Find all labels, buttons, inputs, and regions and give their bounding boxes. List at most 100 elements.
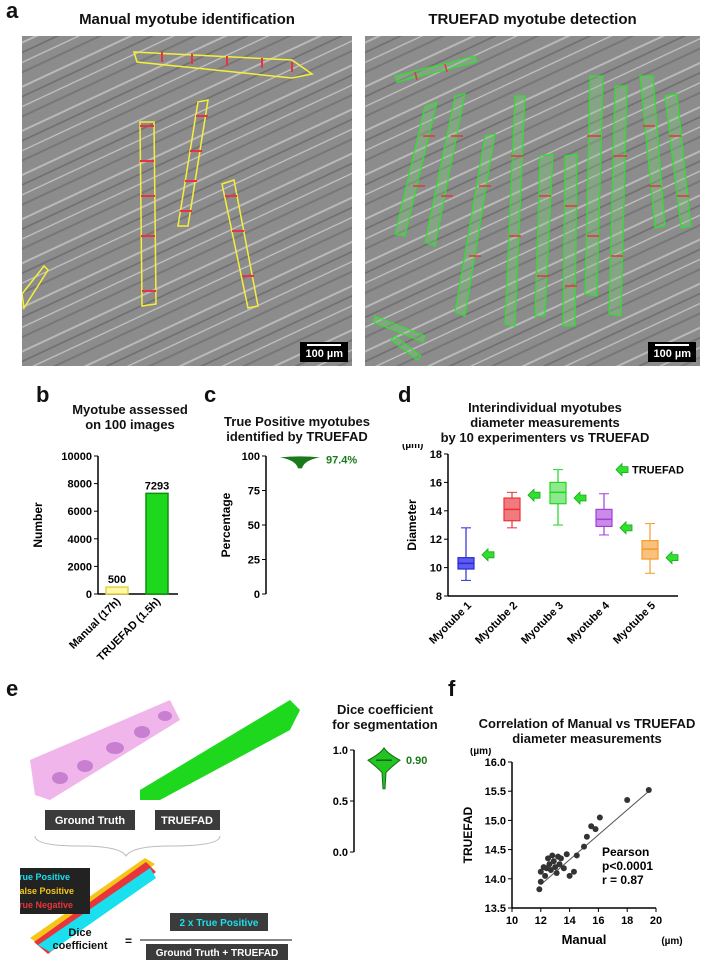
- overlap-legend-box: [20, 868, 90, 914]
- chart-f-ytick-label: 14.0: [485, 874, 506, 886]
- segmentation-diagram: Ground Truth TRUEFAD True Positive False…: [20, 700, 300, 960]
- chart-e-ytick-label: 1.0: [333, 745, 348, 757]
- chart-f-point: [624, 796, 631, 803]
- chart-f-xtick-label: 14: [563, 915, 576, 927]
- chart-c-ytick-label: 50: [248, 520, 260, 532]
- truefad-micrograph: 100 µm: [365, 36, 700, 366]
- chart-b-bar: [145, 492, 169, 595]
- chart-f-yunit: (µm): [470, 748, 491, 757]
- chart-d-truefad-marker: [573, 491, 587, 505]
- manual-image-title: Manual myotube identification: [79, 11, 295, 28]
- chart-b-ytick-label: 10000: [61, 451, 92, 463]
- coefficient-word: coefficient: [52, 940, 107, 952]
- chart-d-truefad-marker: [481, 547, 495, 562]
- chart-b-ytick-label: 2000: [68, 561, 92, 573]
- chart-f-point: [542, 872, 549, 879]
- chart-d-legend-marker: [615, 462, 629, 477]
- chart-f-point: [557, 855, 564, 862]
- truefad-shape: [140, 700, 300, 800]
- chart-c-value-label: 97.4%: [326, 455, 357, 467]
- chart-f-svg: (µm) 13.5 14.0 14.5 15.0 15.5 16.0 10 12 14 16 18 20…: [461, 748, 683, 947]
- chart-f-ytick-label: 15.5: [485, 786, 506, 798]
- chart-f-ytick-label: 14.5: [485, 845, 506, 857]
- numerator: 2 x True Positive: [180, 918, 259, 929]
- chart-f-point: [546, 861, 553, 868]
- chart-f-title: Correlation of Manual vs TRUEFAD diamete…: [478, 716, 696, 746]
- truefad-diameter-marks: [413, 63, 689, 287]
- chart-f-point: [545, 855, 551, 862]
- chart-c-violin: [280, 456, 320, 469]
- truefad-myotube-masks: [372, 55, 692, 361]
- chart-d-unit: (µm): [402, 444, 423, 451]
- denominator-box: [146, 944, 288, 960]
- chart-f-point: [547, 867, 554, 874]
- equals-sign: =: [125, 934, 132, 948]
- panel-label-c: c: [204, 382, 217, 407]
- ground-truth-label: Ground Truth: [55, 815, 126, 827]
- chart-f-point: [645, 787, 652, 794]
- chart-f-xtick-label: 18: [621, 915, 633, 927]
- chart-f-point: [566, 872, 573, 879]
- chart-b-bar: [105, 586, 129, 595]
- chart-e-ytick-label: 0.0: [333, 847, 348, 859]
- chart-d-category-label: Myotube 2: [473, 600, 520, 647]
- chart-f-point: [537, 868, 544, 875]
- truefad-image-title: TRUEFAD myotube detection: [428, 11, 637, 28]
- chart-c-ytick-label: 25: [248, 555, 260, 567]
- chart-e-violin: [367, 747, 401, 790]
- true-positive-shape: [38, 868, 156, 952]
- chart-f-annotation-line: Pearson: [602, 845, 649, 859]
- chart-d-category-label: Myotube 1: [427, 600, 474, 647]
- numerator-box: [170, 913, 268, 931]
- chart-f-point: [537, 878, 544, 885]
- chart-f-point: [536, 886, 543, 893]
- chart-f-xtick-label: 16: [592, 915, 604, 927]
- chart-d-category-label: Myotube 5: [611, 600, 658, 647]
- manual-micrograph-image: [22, 36, 352, 366]
- chart-d-box: [595, 508, 613, 528]
- panel-label-d: d: [398, 382, 412, 407]
- brace: [34, 835, 221, 857]
- truefad-label-box: [155, 810, 220, 830]
- denominator: Ground Truth + TRUEFAD: [156, 948, 279, 959]
- chart-f-fit-line: [540, 789, 651, 886]
- chart-d-category-label: Myotube 3: [519, 600, 566, 647]
- legend-true-negative: True Negative: [20, 900, 73, 910]
- scale-bar-left: 100 µm: [300, 342, 348, 362]
- legend-false-positive: False Positive: [20, 886, 74, 896]
- truefad-label: TRUEFAD: [161, 815, 213, 827]
- ground-truth-shape: [30, 700, 180, 800]
- chart-b-value-label: 7293: [145, 480, 169, 492]
- panel-label-e: e: [6, 676, 19, 701]
- chart-f-point: [583, 833, 590, 840]
- manual-micrograph: 100 µm: [22, 36, 352, 366]
- scale-bar-right-label: 100 µm: [653, 348, 691, 360]
- chart-b-ytick-label: 8000: [68, 479, 92, 491]
- chart-d-title: Interindividual myotubes diameter measur…: [440, 400, 650, 445]
- chart-b-ytick-label: 6000: [68, 506, 92, 518]
- chart-d-truefad-marker: [665, 550, 679, 565]
- chart-f-point: [570, 868, 577, 875]
- chart-f-ylabel: TRUEFAD: [461, 806, 475, 863]
- panel-label-b: b: [36, 382, 50, 407]
- chart-d-ytick-label: 16: [430, 477, 442, 489]
- dice-word: Dice: [68, 927, 91, 939]
- chart-f-ytick-label: 15.0: [485, 815, 506, 827]
- chart-c-title: True Positive myotubes identified by TRU…: [224, 414, 370, 444]
- panel-label-f: f: [448, 676, 456, 701]
- chart-e-svg: 0.0 0.5 1.0 0.90: [333, 745, 428, 859]
- legend-true-positive: True Positive: [20, 872, 70, 882]
- ground-truth-nuclei: [52, 711, 172, 784]
- chart-c-ytick-label: 100: [242, 451, 260, 463]
- chart-f-point: [563, 851, 570, 858]
- chart-e-ytick-label: 0.5: [333, 796, 348, 808]
- chart-f-point: [556, 861, 563, 868]
- chart-d-ytick-label: 8: [436, 591, 442, 603]
- chart-b-ylabel: Number: [31, 502, 45, 548]
- chart-c-svg: 0 25 50 75 100 Percentage 97.4%: [219, 451, 357, 601]
- manual-diameter-marks: [140, 52, 293, 292]
- chart-b-title: Myotube assessed on 100 images: [72, 402, 188, 432]
- chart-e-title: Dice coefficient for segmentation: [332, 702, 438, 732]
- scale-bar-right: 100 µm: [648, 342, 696, 362]
